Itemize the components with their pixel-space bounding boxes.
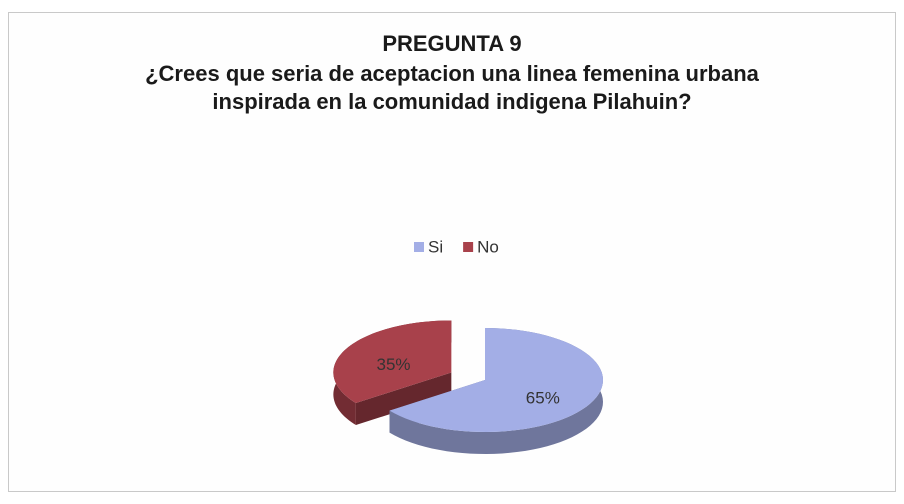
pie-slice [333, 320, 452, 426]
data-label: 65% [526, 388, 560, 407]
legend-label: Si [428, 237, 443, 256]
slice-side [389, 328, 603, 454]
legend-swatch [414, 242, 424, 252]
slice-top [333, 320, 452, 404]
slice-wall [355, 372, 452, 426]
data-label: 35% [377, 355, 411, 374]
legend-swatch [463, 242, 474, 252]
legend-label: No [477, 237, 499, 256]
pie-slice [389, 328, 603, 454]
chart-subtitle: ¿Crees que seria de aceptacion una linea… [145, 61, 759, 114]
slice-top [389, 328, 603, 432]
chart-title: PREGUNTA 9 [382, 31, 522, 56]
